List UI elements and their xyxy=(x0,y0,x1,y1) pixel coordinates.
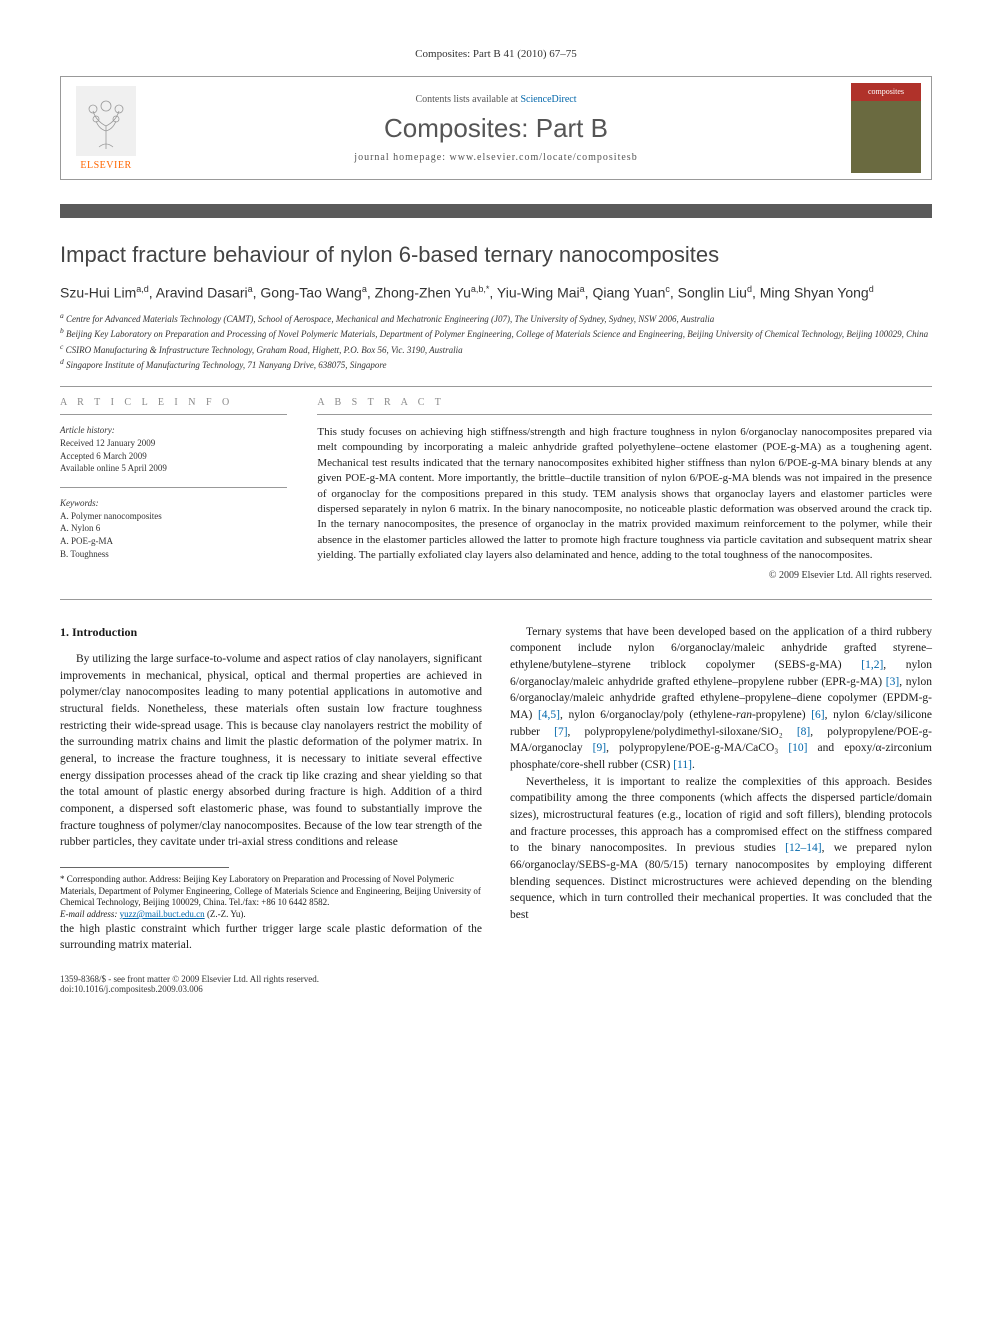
doi-line: doi:10.1016/j.compositesb.2009.03.006 xyxy=(60,984,319,994)
page-footer: 1359-8368/$ - see front matter © 2009 El… xyxy=(60,974,932,994)
article-info: A R T I C L E I N F O Article history: R… xyxy=(60,397,287,581)
publisher-logo: ELSEVIER xyxy=(61,77,151,179)
ref-9[interactable]: [9] xyxy=(593,742,606,754)
section-1-heading: 1. Introduction xyxy=(60,624,482,641)
publisher-name: ELSEVIER xyxy=(80,160,131,171)
body-para-4: Nevertheless, it is important to realize… xyxy=(510,774,932,924)
ref-11[interactable]: [11] xyxy=(673,759,692,771)
divider xyxy=(60,414,287,415)
abstract-text: This study focuses on achieving high sti… xyxy=(317,425,932,564)
email-label: E-mail address: xyxy=(60,909,120,919)
abstract-heading: A B S T R A C T xyxy=(317,397,932,408)
section-divider xyxy=(60,599,932,600)
elsevier-tree-icon xyxy=(76,86,136,156)
body-para-3: Ternary systems that have been developed… xyxy=(510,624,932,774)
abstract: A B S T R A C T This study focuses on ac… xyxy=(317,397,932,581)
history-lines: Received 12 January 2009Accepted 6 March… xyxy=(60,437,287,475)
footnote-email-line: E-mail address: yuzz@mail.buct.edu.cn (Z… xyxy=(60,909,482,921)
accent-bar xyxy=(60,204,932,218)
contents-available: Contents lists available at ScienceDirec… xyxy=(415,94,576,105)
ref-3[interactable]: [3] xyxy=(886,676,899,688)
body-para-1: By utilizing the large surface-to-volume… xyxy=(60,651,482,851)
email-suffix: (Z.-Z. Yu). xyxy=(205,909,246,919)
issn-line: 1359-8368/$ - see front matter © 2009 El… xyxy=(60,974,319,984)
abstract-copyright: © 2009 Elsevier Ltd. All rights reserved… xyxy=(317,570,932,581)
body-para-2: the high plastic constraint which furthe… xyxy=(60,921,482,954)
homepage-prefix: journal homepage: xyxy=(354,152,449,163)
ref-8[interactable]: [8] xyxy=(797,726,810,738)
homepage-link[interactable]: www.elsevier.com/locate/compositesb xyxy=(450,152,638,163)
contents-prefix: Contents lists available at xyxy=(415,94,520,105)
cover-label: composites xyxy=(868,87,904,96)
keywords-label: Keywords: xyxy=(60,498,287,508)
divider xyxy=(317,414,932,415)
footnote-rule xyxy=(60,867,229,868)
sciencedirect-link[interactable]: ScienceDirect xyxy=(520,94,576,105)
ref-1-2[interactable]: [1,2] xyxy=(861,659,883,671)
body-text: 1. Introduction By utilizing the large s… xyxy=(60,624,932,955)
email-link[interactable]: yuzz@mail.buct.edu.cn xyxy=(120,909,205,919)
cover-thumbnail: composites xyxy=(851,83,921,173)
ref-7[interactable]: [7] xyxy=(554,726,567,738)
keyword-lines: A. Polymer nanocompositesA. Nylon 6A. PO… xyxy=(60,510,287,560)
journal-header: ELSEVIER Contents lists available at Sci… xyxy=(60,76,932,180)
divider xyxy=(60,487,287,488)
footnote-corr: * Corresponding author. Address: Beijing… xyxy=(60,874,482,909)
divider xyxy=(60,386,932,387)
info-heading: A R T I C L E I N F O xyxy=(60,397,287,408)
ref-12-14[interactable]: [12–14] xyxy=(785,842,821,854)
ref-10[interactable]: [10] xyxy=(788,742,807,754)
article-title: Impact fracture behaviour of nylon 6-bas… xyxy=(60,242,932,268)
corresponding-author-footnote: * Corresponding author. Address: Beijing… xyxy=(60,874,482,921)
author-list: Szu-Hui Lima,d, Aravind Dasaria, Gong-Ta… xyxy=(60,284,932,301)
cover-thumbnail-box: composites xyxy=(841,77,931,179)
ref-6[interactable]: [6] xyxy=(811,709,824,721)
history-label: Article history: xyxy=(60,425,287,435)
journal-title: Composites: Part B xyxy=(384,113,608,144)
running-citation: Composites: Part B 41 (2010) 67–75 xyxy=(60,48,932,60)
ref-4-5[interactable]: [4,5] xyxy=(538,709,560,721)
journal-homepage: journal homepage: www.elsevier.com/locat… xyxy=(354,152,637,163)
affiliations: a Centre for Advanced Materials Technolo… xyxy=(60,311,932,372)
